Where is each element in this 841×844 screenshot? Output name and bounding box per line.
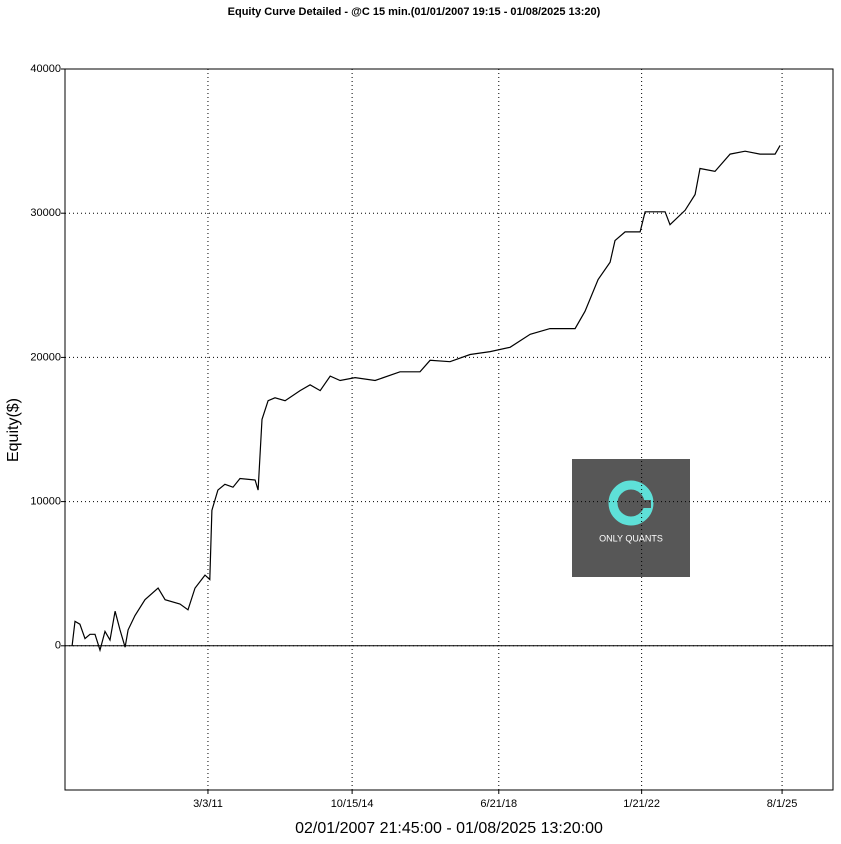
x-tick-label: 6/21/18 — [480, 798, 517, 810]
x-tick-label: 1/21/22 — [623, 798, 660, 810]
chart-title: Equity Curve Detailed - @C 15 min.(01/01… — [228, 6, 601, 18]
x-axis-label: 02/01/2007 21:45:00 - 01/08/2025 13:20:0… — [295, 820, 603, 837]
y-tick-label: 20000 — [30, 351, 61, 363]
y-tick-label: 40000 — [30, 63, 61, 75]
equity-line — [71, 145, 781, 653]
watermark-logo-gap — [627, 500, 651, 508]
x-tick-label: 8/1/25 — [767, 798, 798, 810]
watermark-text: ONLY QUANTS — [599, 533, 663, 543]
y-axis-label: Equity($) — [5, 398, 22, 462]
x-tick-label: 10/15/14 — [331, 798, 374, 810]
plot-frame — [64, 68, 834, 791]
watermark: ONLY QUANTS — [572, 459, 690, 577]
y-tick-label: 10000 — [30, 496, 61, 508]
y-tick-label: 0 — [55, 640, 61, 652]
y-tick-label: 30000 — [30, 207, 61, 219]
x-tick-label: 3/3/11 — [193, 798, 223, 810]
